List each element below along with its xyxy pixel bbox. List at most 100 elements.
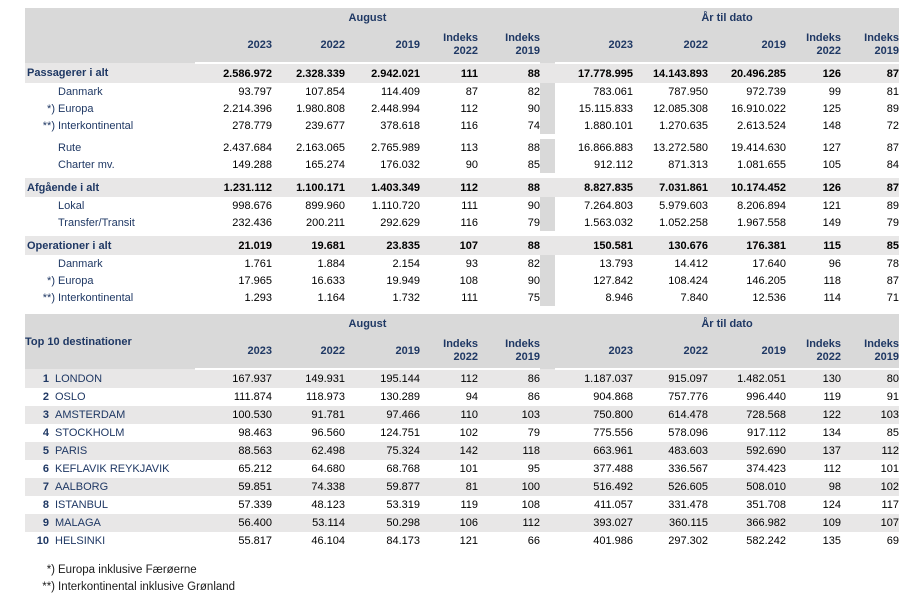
header-aug-indeks-2022: Indeks 2022 [420,334,478,370]
gap-row [25,231,900,236]
value-cell: 2.613.524 [737,119,786,132]
rank-number: 7 [42,481,49,493]
destination-label-cell: 1 LONDON [25,369,195,388]
table-row: Lokal 998.676 899.960 1.110.720 111 90 7.264.8… [25,197,899,214]
value-cell: 90 [527,199,540,212]
value-cell: 93 [465,257,478,270]
footnote-marker: *) [47,274,55,287]
rank-number: 2 [42,391,49,403]
value-cell: 13.272.580 [652,141,708,154]
value-cell: 14.412 [674,257,708,270]
destination-label-cell: 6 KEFLAVIK REYKJAVIK [25,460,195,478]
gap-cell [25,231,900,236]
value-cell: 103 [478,406,540,424]
value-cell: 2.586.972 [195,63,272,83]
value-cell: 1.100.171 [272,178,345,197]
value-cell: 81 [420,478,478,496]
value-cell: 111.874 [233,391,272,403]
header-aug-2022: 2022 [272,334,345,370]
value-cell: 149.288 [232,158,272,171]
value-cell: 17.640 [752,257,786,270]
value-cell: 108 [459,274,478,287]
value-cell: 7.840 [680,291,708,304]
value-cell: 728.568 [708,406,786,424]
label-text: KEFLAVIK REYKJAVIK [55,463,170,475]
value-cell: 1.110.720 [371,199,420,212]
value-cell: 86 [478,369,540,388]
value-cell: 2.437.684 [223,141,272,154]
label-text: Danmark [58,85,103,98]
value-cell: 62.498 [272,442,345,460]
footnote-marker: *) [47,102,55,115]
label-text: Europa [58,102,94,115]
value-cell: 19.949 [386,274,420,287]
value-cell: 176.381 [708,236,786,255]
table-row: 1 LONDON 167.937 149.931 195.144 112 86 1.187.0… [25,369,900,388]
destination-label-cell: 2 OSLO [25,388,195,406]
value-cell: 917.112 [747,427,786,439]
value-cell: 87 [841,178,900,197]
header-ytd-2019: 2019 [708,334,786,370]
value-cell: 86 [527,391,540,403]
value-cell: 53.319 [386,499,420,511]
value-cell: 91 [886,391,900,403]
value-cell: 88 [527,141,540,154]
table-row: **) Interkontinental 278.779 239.677 378.618… [25,117,899,134]
group-spacer [540,8,555,63]
value-cell: 85 [886,427,900,439]
value-cell: 8.946 [605,291,633,304]
value-cell: 74 [527,119,540,132]
value-cell: 50.298 [345,514,420,532]
column-group-spacer [540,388,555,406]
value-cell: 111 [420,63,478,83]
value-cell: 149.931 [272,369,345,388]
value-cell: 750.800 [555,406,633,424]
value-cell: 783.061 [593,85,633,98]
value-cell: 59.877 [345,478,420,496]
value-cell: 79 [886,216,900,229]
row-label-cell: Afgående i alt [25,178,195,197]
value-cell: 89 [886,199,900,212]
group-header-row: Top 10 destinationer August År til dato [25,314,900,369]
row-label-cell: Lokal [25,197,195,214]
label-text: Charter mv. [58,158,115,171]
value-cell: 91.781 [272,406,345,424]
column-group-spacer [540,156,555,173]
header-ytd-indeks-2019: Indeks 2019 [841,28,900,64]
value-cell: 297.302 [668,535,708,547]
value-cell: 19.681 [272,236,345,255]
value-cell: 88 [478,178,540,197]
footnote-marker: **) [42,291,55,304]
value-cell: 98.463 [238,427,272,439]
column-group-spacer [540,478,555,496]
destination-label-cell: 9 MALAGA [25,514,195,532]
value-cell: 614.478 [633,406,708,424]
value-cell: 1.187.037 [555,369,633,388]
value-cell: 663.961 [555,442,633,460]
year-header-row: 2023 2022 2019 Indeks 2022 Indeks 2019 202… [25,334,900,370]
value-cell: 87 [886,141,900,154]
footnote-marker: **) [42,119,55,132]
value-cell: 915.097 [633,369,708,388]
column-group-spacer [540,214,555,231]
value-cell: 94 [465,391,478,403]
value-cell: 115 [786,236,841,255]
value-cell: 12.085.308 [652,102,708,115]
table-row: 10 HELSINKI 55.817 46.104 84.173 121 66 401.986… [25,532,899,550]
footnote-marker: **) [42,581,55,593]
column-group-spacer [540,100,555,117]
value-cell: 46.104 [311,535,345,547]
group-spacer [540,314,555,369]
value-cell: 117 [881,499,900,511]
column-group-spacer [540,197,555,214]
value-cell: 200.211 [306,216,345,229]
value-cell: 411.057 [594,499,633,511]
value-cell: 12.536 [752,291,786,304]
rank-number: 8 [42,499,49,511]
value-cell: 106 [420,514,478,532]
table-row: Danmark 93.797 107.854 114.409 87 82 783.061 78… [25,83,899,100]
value-cell: 88.563 [195,442,272,460]
august-group-header: August [195,314,540,334]
label-text: Interkontinental [58,119,134,132]
value-cell: 84 [886,158,900,171]
